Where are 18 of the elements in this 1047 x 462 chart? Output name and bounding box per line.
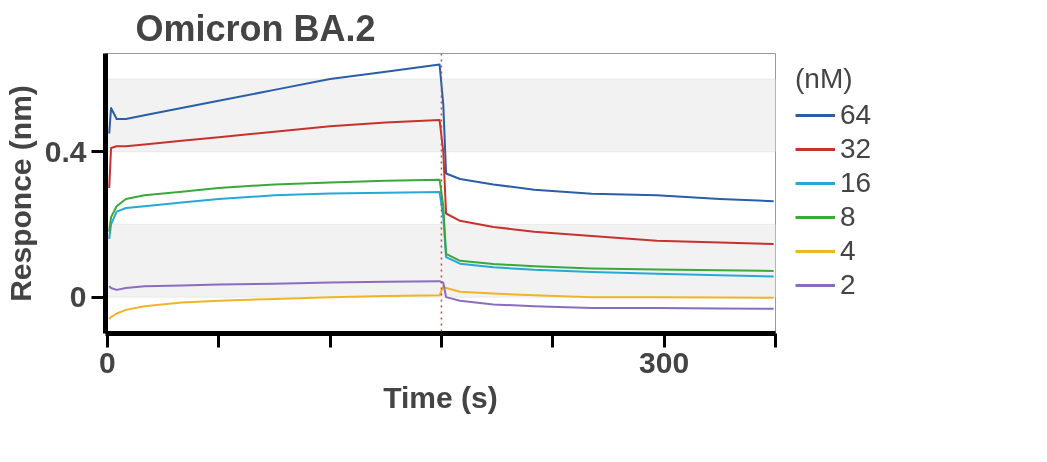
x-axis-title: Time (s) bbox=[383, 380, 498, 414]
line-series bbox=[108, 285, 775, 320]
legend-label: 32 bbox=[840, 133, 872, 165]
line-series bbox=[108, 63, 775, 203]
legend-label: 4 bbox=[840, 235, 857, 267]
legend-label: 8 bbox=[840, 201, 857, 233]
x-tick-label: 300 bbox=[639, 345, 690, 379]
legend-label: 2 bbox=[840, 269, 857, 301]
legend-title: (nM) bbox=[795, 63, 854, 95]
legend-label: 16 bbox=[840, 167, 872, 199]
legend-label: 64 bbox=[840, 99, 872, 131]
line-series bbox=[108, 178, 775, 272]
line-series bbox=[108, 191, 775, 278]
y-axis-title: Responce (nm) bbox=[3, 85, 37, 302]
chart-title: Omicron BA.2 bbox=[135, 7, 376, 49]
line-series bbox=[108, 280, 775, 310]
line-series bbox=[108, 119, 775, 246]
y-tick-label: 0.4 bbox=[44, 134, 87, 168]
